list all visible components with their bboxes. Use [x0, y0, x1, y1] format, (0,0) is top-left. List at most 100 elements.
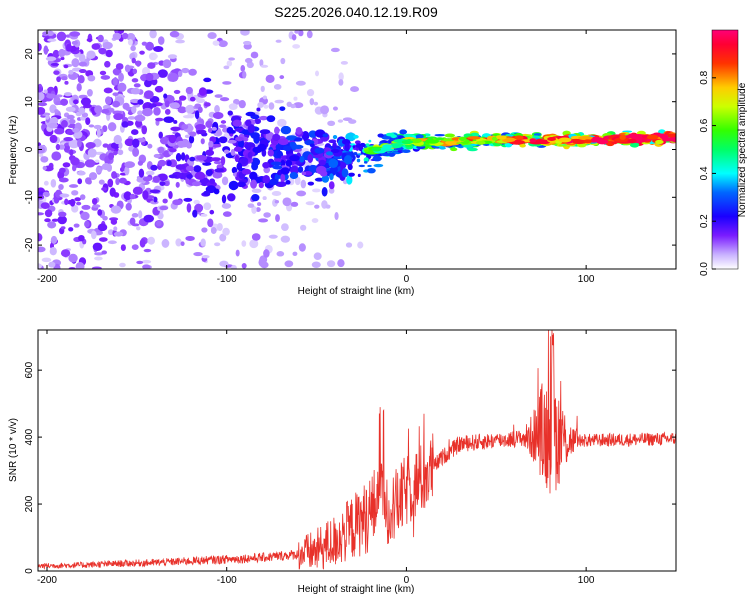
spectrogram-cell [136, 260, 144, 265]
spectrogram-cell [213, 188, 220, 195]
spectrogram-cell [619, 134, 626, 140]
spectrogram-cell [259, 129, 271, 135]
spectrogram-cell [75, 262, 85, 269]
spectrogram-cell [222, 227, 230, 236]
chart-title: S225.2026.040.12.19.R09 [274, 4, 438, 20]
spectrogram-cell [175, 181, 180, 188]
spectrogram-cell [96, 128, 101, 138]
spectrogram-cell [307, 154, 314, 163]
spectrogram-cell [50, 179, 57, 188]
spectrogram-cell [122, 102, 130, 110]
spectrogram-cell [134, 119, 143, 128]
spectrogram-cell [208, 140, 214, 148]
spectrogram-cell [286, 135, 298, 139]
y-tick-label: 0 [24, 568, 35, 574]
spectrogram-cell [222, 211, 232, 217]
spectrogram-cell [315, 70, 320, 77]
spectrogram-cell [77, 139, 82, 148]
spectrogram-cell [131, 212, 139, 218]
spectrogram-cell [193, 165, 202, 173]
spectrogram-cell [303, 171, 313, 176]
spectrogram-cell [659, 134, 669, 140]
spectrogram-cell [94, 105, 103, 114]
spectrogram-cell [152, 54, 158, 59]
spectrogram-cell [209, 209, 215, 215]
spectrogram-cell [191, 181, 202, 187]
spectrogram-cell [139, 238, 146, 248]
spectrogram-cell [313, 101, 319, 106]
spectrogram-cell [326, 260, 336, 268]
spectrogram-cell [277, 118, 287, 127]
spectrogram-cell [278, 138, 289, 146]
spectrogram-cell [71, 58, 80, 68]
spectrogram-cell [72, 128, 80, 133]
spectrogram-cell [111, 171, 118, 179]
spectrogram-cell [196, 154, 208, 161]
spectrogram-cell [164, 108, 171, 115]
spectrogram-cell [251, 188, 262, 193]
spectrogram-cell [401, 149, 411, 154]
spectrogram-cell [251, 162, 259, 171]
spectrogram-cell [163, 93, 168, 99]
spectrogram-cell [163, 116, 175, 123]
spectrogram-cell [145, 170, 155, 176]
x-tick-label: -100 [217, 575, 237, 586]
spectrogram-cell [219, 233, 227, 242]
spectrogram-cell [314, 204, 320, 209]
spectrogram-cell [63, 92, 72, 97]
spectrogram-cell [78, 107, 86, 115]
spectrogram-cell [189, 156, 196, 162]
spectrogram-cell [627, 138, 637, 144]
spectrogram-cell [312, 188, 321, 193]
spectrogram-cell [127, 39, 133, 46]
spectrogram-cell [242, 136, 249, 142]
spectrogram-cell [153, 196, 158, 203]
spectrogram-cell [218, 40, 228, 48]
spectrogram-cell [113, 113, 124, 121]
spectrogram-cell [123, 191, 132, 201]
spectrogram-cell [329, 173, 334, 181]
spectrogram-cell [92, 204, 101, 208]
spectrogram-cell [216, 164, 223, 169]
spectrogram-cell [68, 227, 74, 232]
spectrogram-cell [142, 264, 151, 269]
spectrogram-cell [346, 175, 353, 185]
spectrogram-cell [91, 43, 101, 50]
spectrogram-cell [298, 30, 304, 37]
spectrogram-cell [97, 223, 108, 232]
spectrogram-cell [214, 168, 225, 173]
spectrogram-cell [514, 135, 524, 140]
spectrogram-cell [115, 63, 124, 70]
spectrogram-cell [340, 60, 348, 65]
spectrogram-cell [38, 86, 42, 93]
spectrogram-cell [71, 190, 79, 196]
spectrogram-cell [259, 59, 264, 67]
spectrogram-cell [55, 143, 61, 151]
spectrogram-cell [230, 149, 236, 156]
spectrogram-cell [186, 203, 192, 213]
spectrogram-cell [258, 258, 266, 267]
snr-line [38, 330, 676, 570]
spectrogram-cell [268, 102, 275, 110]
spectrogram-cell [345, 132, 357, 142]
spectrogram-cell [262, 196, 267, 201]
spectrogram-cell [168, 134, 177, 144]
spectrogram-cell [68, 69, 74, 75]
spectrogram-cell [136, 61, 141, 67]
spectrogram-cell [98, 179, 105, 185]
spectrogram-cell [311, 261, 321, 268]
x-tick-label: -100 [217, 274, 237, 285]
spectrogram-cell [314, 177, 324, 182]
spectrogram-cell [250, 179, 258, 189]
spectrogram-cell [76, 201, 82, 206]
spectrogram-cell [113, 150, 118, 156]
spectrogram-cell [212, 40, 220, 46]
spectrogram-cell [110, 205, 122, 214]
spectrogram-cell [496, 135, 507, 140]
spectrogram-cell [240, 30, 250, 36]
spectrogram-cell [145, 41, 154, 51]
y-tick-label: 400 [24, 428, 35, 445]
spectrogram-cell [51, 218, 59, 222]
spectrogram-cell [38, 106, 46, 115]
